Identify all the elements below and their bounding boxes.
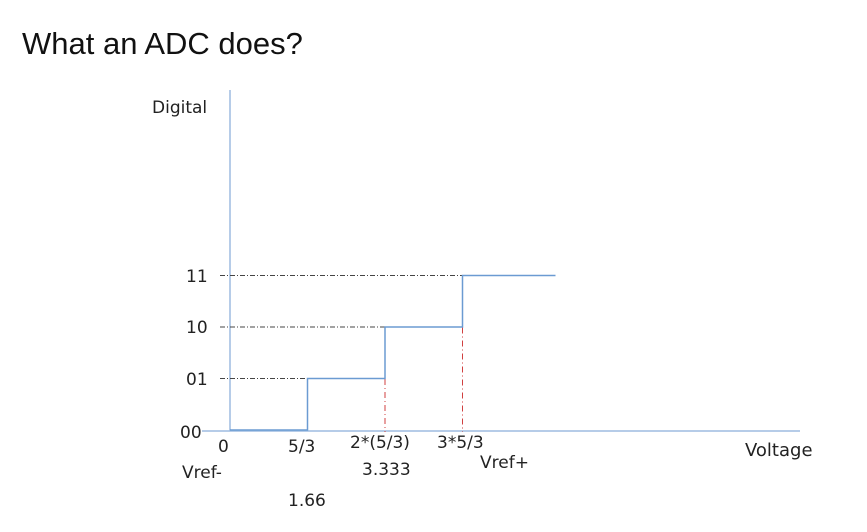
vref-minus-label: Vref- bbox=[182, 463, 222, 483]
x-tick-label-3x5-3: 3*5/3 bbox=[437, 433, 484, 453]
y-tick-label-01: 01 bbox=[186, 370, 208, 390]
y-tick-label-10: 10 bbox=[186, 318, 208, 338]
vref-plus-label: Vref+ bbox=[480, 453, 529, 473]
y-tick-label-00: 00 bbox=[180, 423, 202, 443]
step-series bbox=[230, 274, 556, 431]
x-axis-label: Voltage bbox=[745, 440, 813, 461]
slide-title: What an ADC does? bbox=[22, 26, 303, 61]
y-tick-label-11: 11 bbox=[186, 267, 208, 287]
value-label-1-66: 1.66 bbox=[288, 491, 326, 511]
value-label-3-333: 3.333 bbox=[362, 460, 411, 480]
y-axis-label: Digital bbox=[152, 98, 207, 118]
x-tick-label-2x5-3: 2*(5/3) bbox=[350, 433, 410, 453]
x-tick-label-0: 0 bbox=[218, 437, 229, 457]
x-tick-label-5-3: 5/3 bbox=[288, 437, 315, 457]
